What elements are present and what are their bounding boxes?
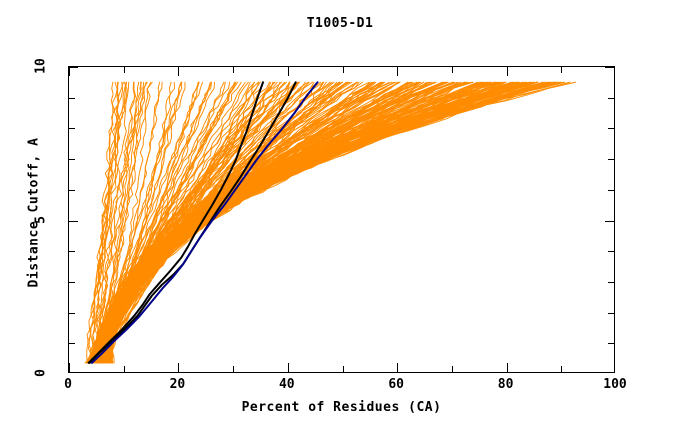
x-tick <box>342 366 344 372</box>
y-tick <box>69 97 75 99</box>
x-tick <box>178 363 180 372</box>
y-tick <box>608 312 614 314</box>
orange-curve <box>95 81 137 364</box>
x-tick <box>69 67 70 76</box>
y-tick <box>69 159 75 161</box>
y-tick <box>608 343 614 345</box>
x-tick-label: 20 <box>169 377 186 392</box>
orange-curve <box>90 81 124 364</box>
y-tick <box>608 189 614 191</box>
x-tick <box>123 366 125 372</box>
x-tick <box>342 67 344 73</box>
x-tick <box>506 67 508 76</box>
y-axis-title: Distance Cutoff, A <box>26 137 42 288</box>
y-tick <box>69 220 78 222</box>
x-tick <box>451 67 453 73</box>
orange-curve <box>87 81 118 364</box>
x-tick <box>287 67 289 76</box>
x-tick <box>287 363 289 372</box>
chart-title: T1005-D1 <box>306 16 374 31</box>
x-tick <box>561 366 563 372</box>
x-tick <box>233 67 235 73</box>
y-tick <box>608 97 614 99</box>
blue-curve <box>90 81 319 364</box>
orange-curve <box>96 81 152 364</box>
x-tick <box>69 363 70 372</box>
y-tick <box>608 251 614 253</box>
y-tick <box>605 67 614 68</box>
orange-curve-bundle <box>84 81 577 364</box>
x-tick <box>506 363 508 372</box>
black-curve-1 <box>87 81 265 364</box>
x-tick-label: 0 <box>64 377 72 392</box>
x-tick <box>178 67 180 76</box>
y-tick <box>69 343 75 345</box>
orange-curve <box>109 81 571 364</box>
y-tick <box>69 281 75 283</box>
orange-curve <box>96 81 142 364</box>
x-tick-label: 60 <box>388 377 405 392</box>
orange-curve <box>87 81 145 364</box>
orange-curve <box>110 81 556 364</box>
x-axis-title: Percent of Residues (CA) <box>241 400 442 415</box>
orange-curve <box>92 81 120 364</box>
highlighted-curves <box>87 81 319 364</box>
x-tick <box>561 67 563 73</box>
plot-area <box>68 66 615 373</box>
y-tick <box>608 281 614 283</box>
x-tick-label: 80 <box>497 377 514 392</box>
orange-curve <box>87 81 127 364</box>
x-tick <box>451 366 453 372</box>
x-tick-label: 100 <box>603 377 627 392</box>
x-tick <box>233 366 235 372</box>
orange-curve <box>94 81 128 364</box>
x-tick <box>123 67 125 73</box>
x-tick-label: 40 <box>278 377 295 392</box>
orange-curve <box>110 81 577 364</box>
x-tick <box>397 67 399 76</box>
orange-curve <box>86 81 148 364</box>
y-tick <box>69 128 75 130</box>
y-tick <box>69 189 75 191</box>
orange-curve <box>91 81 153 364</box>
orange-curve <box>101 81 560 364</box>
y-tick <box>69 67 78 68</box>
y-tick <box>605 220 614 222</box>
plot-curves <box>84 81 577 364</box>
y-tick <box>69 251 75 253</box>
orange-curve <box>86 81 182 364</box>
x-tick <box>397 363 399 372</box>
y-tick <box>608 159 614 161</box>
y-tick <box>608 128 614 130</box>
orange-curve <box>102 81 559 364</box>
y-tick <box>69 312 75 314</box>
